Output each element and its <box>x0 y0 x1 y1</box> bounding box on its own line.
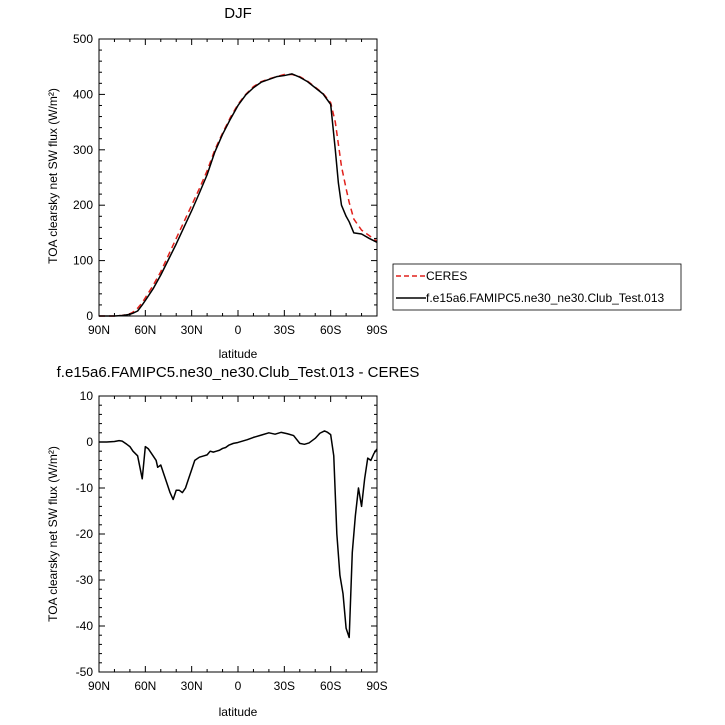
y-tick-label: 400 <box>73 87 93 101</box>
x-tick-label: 30N <box>181 679 203 693</box>
top-panel: DJF latitude TOA clearsky net SW flux (W… <box>46 5 388 361</box>
x-tick-label: 0 <box>235 679 242 693</box>
x-tick-label: 90N <box>88 679 110 693</box>
legend-box <box>392 263 682 311</box>
bottom-ticks-layer: 90N 60N 30N 0 30S 60S 90S 10 0 -10 -20 -30 -40 -50 <box>76 389 388 693</box>
y-tick-label: -30 <box>76 573 94 587</box>
x-tick-label: 90N <box>88 323 110 337</box>
x-tick-label: 30N <box>181 323 203 337</box>
model-series-line <box>99 73 378 317</box>
x-tick-label: 60S <box>320 679 341 693</box>
difference-series-line <box>99 430 378 639</box>
ceres-series-line <box>99 73 378 317</box>
top-y-axis-label: TOA clearsky net SW flux (W/m²) <box>46 88 60 264</box>
bottom-panel: f.e15a6.FAMIPC5.ne30_ne30.Club_Test.013 … <box>46 364 419 719</box>
y-tick-label: -10 <box>76 481 94 495</box>
bottom-y-axis-label: TOA clearsky net SW flux (W/m²) <box>46 446 60 622</box>
x-tick-label: 60N <box>134 679 156 693</box>
top-series-layer <box>99 73 378 317</box>
x-tick-label: 60S <box>320 323 341 337</box>
top-plot-frame <box>98 38 378 317</box>
y-tick-label: -20 <box>76 527 94 541</box>
y-tick-label: 100 <box>73 254 93 268</box>
x-tick-label: 90S <box>366 679 387 693</box>
y-tick-label: -50 <box>76 665 94 679</box>
y-tick-label: 10 <box>80 389 94 403</box>
bottom-x-axis-label: latitude <box>219 705 258 719</box>
y-tick-label: 300 <box>73 143 93 157</box>
y-tick-label: 200 <box>73 198 93 212</box>
legend: CERES f.e15a6.FAMIPC5.ne30_ne30.Club_Tes… <box>392 263 682 311</box>
y-tick-label: 0 <box>86 309 93 323</box>
y-tick-label: 500 <box>73 32 93 46</box>
x-tick-label: 0 <box>235 323 242 337</box>
legend-label-ceres: CERES <box>426 269 467 283</box>
top-x-axis-label: latitude <box>219 347 258 361</box>
top-chart-title: DJF <box>224 5 252 22</box>
y-tick-label: 0 <box>86 435 93 449</box>
legend-label-model: f.e15a6.FAMIPC5.ne30_ne30.Club_Test.013 <box>426 291 664 305</box>
y-tick-label: -40 <box>76 619 94 633</box>
x-tick-label: 30S <box>274 679 295 693</box>
bottom-plot-frame <box>98 395 378 673</box>
top-ticks-layer: 90N 60N 30N 0 30S 60S 90S 0 100 200 300 400 500 <box>73 32 388 337</box>
bottom-chart-title: f.e15a6.FAMIPC5.ne30_ne30.Club_Test.013 … <box>57 364 420 381</box>
x-tick-label: 30S <box>274 323 295 337</box>
bottom-series-layer <box>99 430 378 639</box>
x-tick-label: 60N <box>134 323 156 337</box>
x-tick-label: 90S <box>366 323 387 337</box>
